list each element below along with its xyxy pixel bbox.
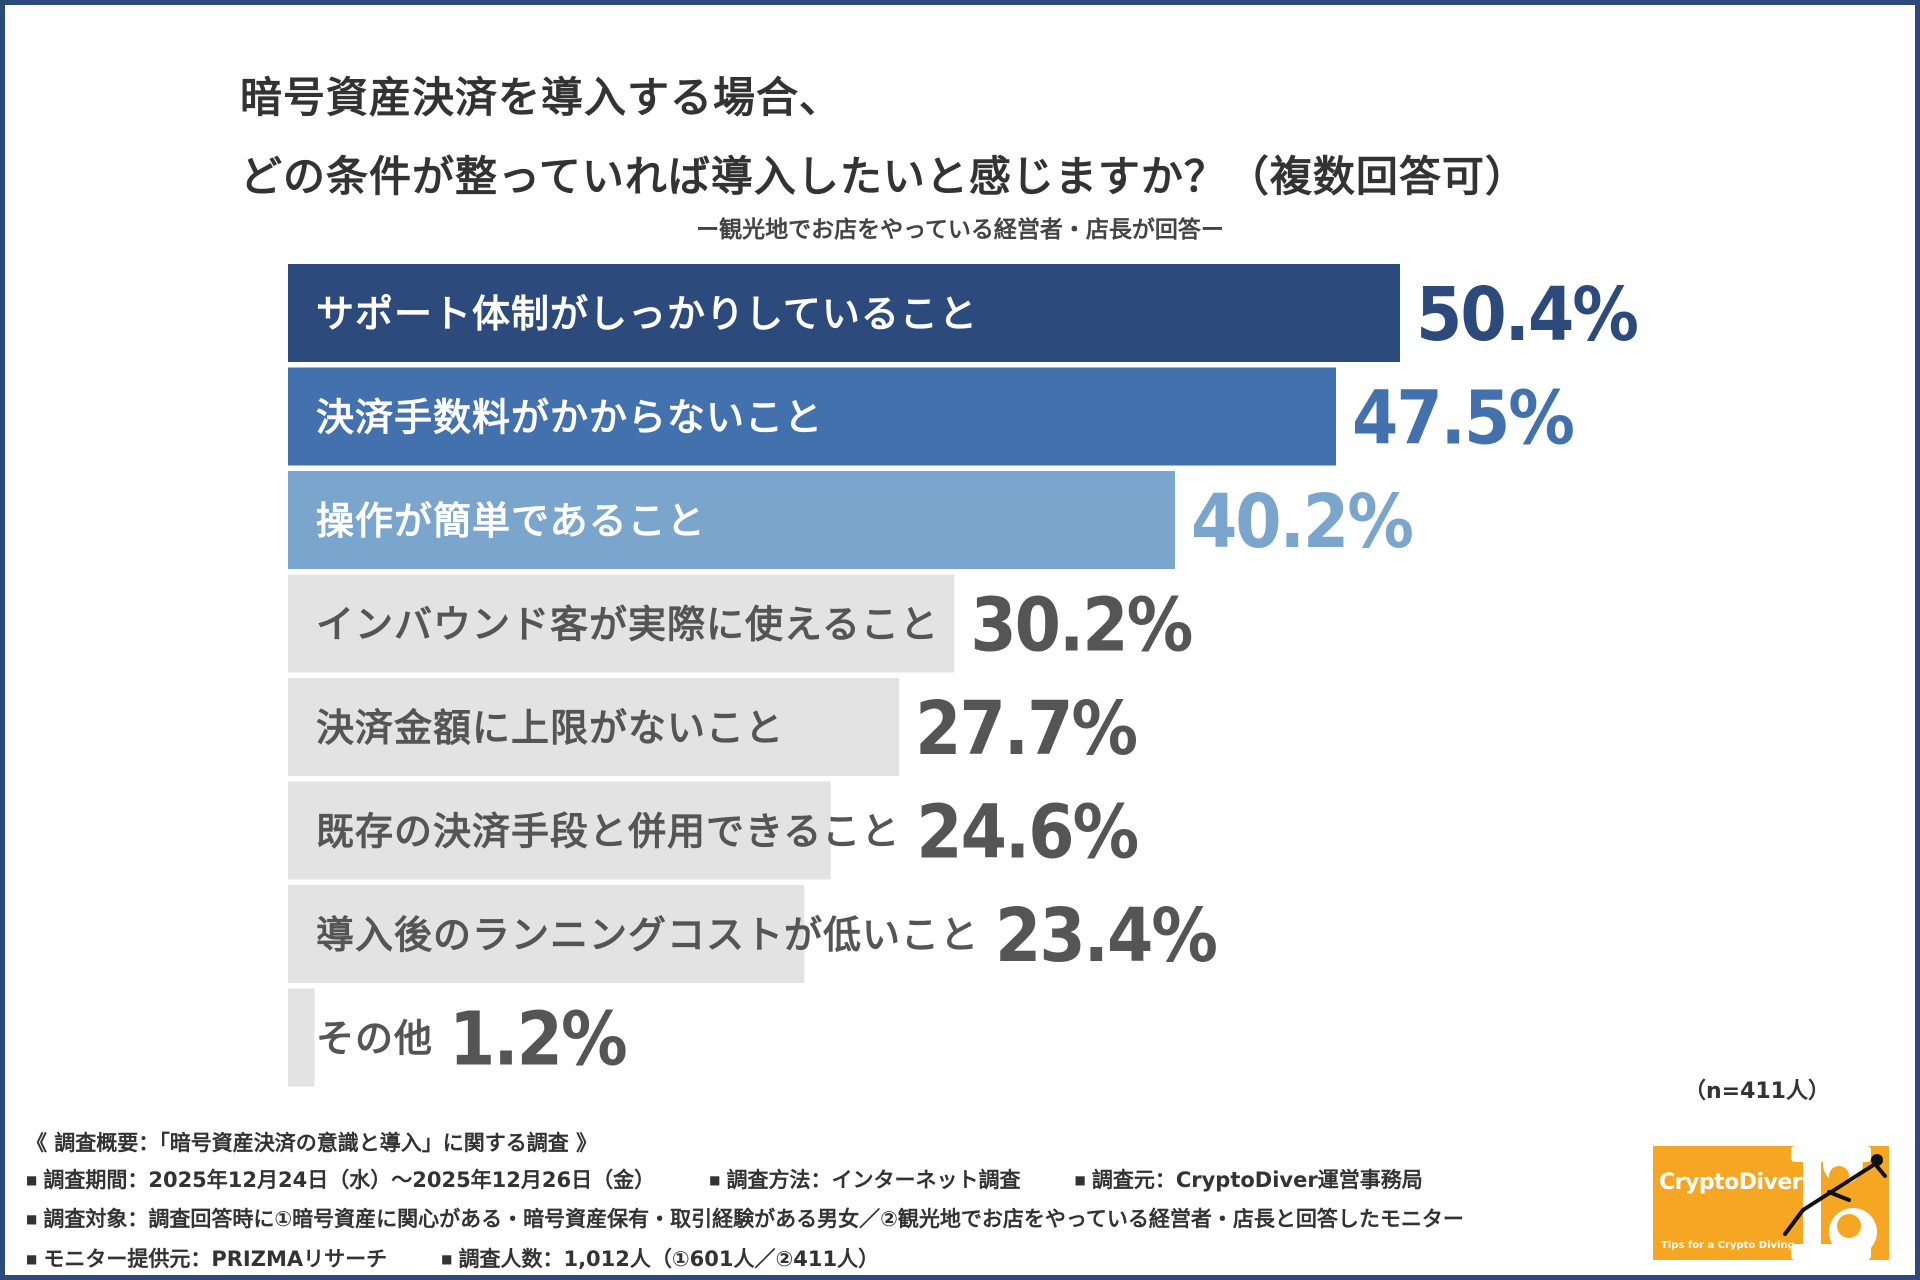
bar-value-8: 1.2%: [449, 997, 626, 1083]
bar-label-5: 決済金額に上限がないこと: [316, 706, 784, 750]
bar-value-3: 40.2%: [1191, 479, 1412, 565]
bar-label-3: 操作が簡単であること: [316, 499, 706, 543]
bar-value-6: 24.6%: [916, 790, 1137, 876]
bar-2: [288, 367, 1337, 466]
bar-7: [288, 885, 805, 983]
chart-title-line-2: どの条件が整っていれば導入したいと感じますか？（複数回答可）: [240, 152, 1528, 201]
bar-label-6: 既存の決済手段と併用できること: [316, 810, 900, 854]
bar-value-1: 50.4%: [1416, 272, 1637, 358]
bar-label-1: サポート体制がしっかりしていること: [316, 292, 978, 336]
logo-tagline: Tips for a Crypto Diving: [1661, 1240, 1795, 1251]
bar-1: [288, 264, 1400, 362]
survey-heading: 《 調査概要：「暗号資産決済の意識と導入」に関する調査 》: [26, 1131, 598, 1155]
bar-value-4: 30.2%: [970, 583, 1191, 669]
survey-provider: モニター提供元：PRIZMAリサーチ: [26, 1241, 387, 1280]
bar-4: [288, 574, 955, 673]
survey-overview: 《 調査概要：「暗号資産決済の意識と導入」に関する調査 》 調査期間：2025年…: [26, 1125, 1626, 1280]
bar-chart: サポート体制がしっかりしていること 50.4% 決済手数料がかからないこと 47.5%…: [288, 264, 1639, 1087]
bar-5: [288, 678, 900, 776]
chart-title-line-1: 暗号資産決済を導入する場合、: [240, 73, 843, 122]
bar-3: [288, 471, 1175, 569]
bar-6: [288, 781, 831, 880]
survey-method: 調査方法：インターネット調査: [709, 1162, 1020, 1202]
bar-label-2: 決済手数料がかからないこと: [316, 396, 823, 440]
chart-subtitle: ー観光地でお店をやっている経営者・店長が回答ー: [696, 217, 1224, 243]
bar-label-4: インバウンド客が実際に使えること: [316, 603, 939, 647]
bitcoin-diver-icon: [1783, 1146, 1887, 1260]
bar-value-7: 23.4%: [995, 893, 1216, 979]
survey-period: 調査期間：2025年12月24日（水）〜2025年12月26日（金）: [26, 1162, 655, 1202]
bar-label-7: 導入後のランニングコストが低いこと: [316, 913, 979, 957]
bar-label-8: その他: [316, 1017, 433, 1061]
cryptodiver-logo: CryptoDiver Tips for a Crypto Diving: [1653, 1146, 1889, 1260]
survey-target: 調査対象：調査回答時に①暗号資産に関心がある・暗号資産保有・取引経験がある男女／…: [26, 1201, 1464, 1241]
bar-value-2: 47.5%: [1352, 376, 1573, 462]
bar-value-5: 27.7%: [915, 686, 1136, 772]
logo-name: CryptoDiver: [1659, 1170, 1803, 1195]
survey-organizer: 調査元：CryptoDiver運営事務局: [1074, 1162, 1423, 1202]
survey-count: 調査人数：1,012人（①601人／②411人）: [441, 1241, 879, 1280]
sample-size-note: （n=411人）: [1683, 1079, 1830, 1104]
bar-8: [288, 988, 315, 1087]
